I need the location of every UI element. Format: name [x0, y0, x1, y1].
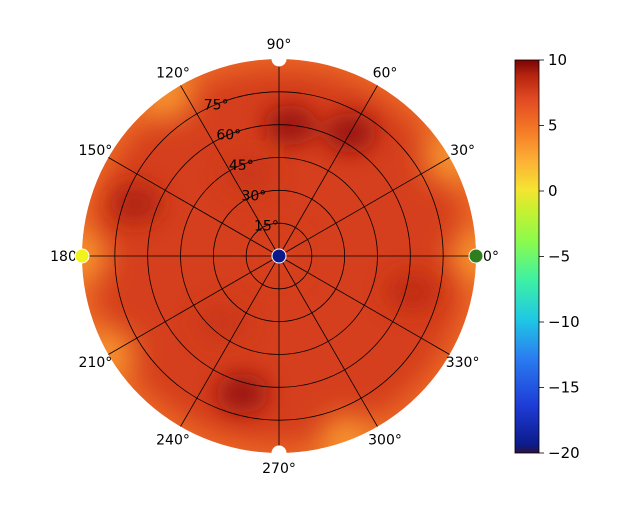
- marker-point: [271, 248, 287, 264]
- colorbar-tick-label: 10: [548, 51, 567, 69]
- angle-tick-label: 240°: [156, 433, 190, 449]
- marker-points: [74, 51, 484, 461]
- angle-tick-label: 60°: [373, 65, 398, 81]
- angular-gridline: [180, 85, 280, 257]
- radial-tick-label: 60°: [216, 128, 241, 144]
- colorbar-gradient: [514, 59, 540, 454]
- colorbar-tick-label: −10: [548, 313, 580, 331]
- marker-point: [271, 445, 287, 461]
- angular-gridline: [180, 255, 280, 427]
- polar-grid: [82, 59, 476, 453]
- angular-gridline: [108, 255, 280, 355]
- angle-tick-label: 300°: [368, 433, 402, 449]
- angle-tick-label: 90°: [267, 37, 292, 53]
- heatmap-dark-patch: [216, 373, 269, 414]
- angle-tick-label: 270°: [262, 461, 296, 477]
- angular-gridline: [278, 255, 378, 427]
- heatmap-dark-patch: [223, 153, 276, 194]
- angle-tick-label: 30°: [450, 143, 475, 159]
- colorbar-tick-label: −15: [548, 379, 580, 397]
- radial-tick-label: 75°: [204, 97, 229, 113]
- heatmap-dark-patch: [386, 271, 439, 312]
- radial-tick-label: 45°: [229, 158, 254, 174]
- angle-tick-label: 330°: [446, 355, 480, 371]
- heatmap-edge-patch: [450, 230, 476, 282]
- angle-tick-label: 120°: [156, 65, 190, 81]
- colorbar-tick-label: 5: [548, 117, 558, 135]
- colorbar-tick-label: −20: [548, 444, 580, 462]
- heatmap-edge-patch: [320, 415, 373, 453]
- marker-point: [271, 51, 287, 67]
- angular-gridline: [278, 157, 450, 257]
- angle-tick-label: 150°: [79, 143, 113, 159]
- angle-tick-labels: 0°30°60°90°120°150°180°210°240°270°300°3…: [50, 37, 499, 477]
- colorbar: 10 5 0 −5 −10 −15 −20: [514, 51, 580, 462]
- colorbar-tick-label: 0: [548, 182, 558, 200]
- heatmap-edge-patch: [82, 230, 108, 282]
- heatmap-patch-layer: [109, 105, 439, 414]
- radial-tick-label: 15°: [254, 219, 279, 235]
- angular-gridline: [278, 255, 450, 355]
- angle-tick-label: 0°: [483, 249, 499, 265]
- angular-gridline: [108, 157, 280, 257]
- heatmap-dark-patch: [196, 303, 249, 344]
- angle-tick-label: 210°: [79, 355, 113, 371]
- angular-gridline: [278, 85, 378, 257]
- heatmap-dark-patch: [109, 183, 162, 224]
- marker-point: [74, 248, 90, 264]
- radial-tick-label: 30°: [241, 188, 266, 204]
- colorbar-tick-label: −5: [548, 248, 570, 266]
- marker-point: [468, 248, 484, 264]
- radial-tick-labels: 15° 30° 45° 60° 75°: [204, 97, 279, 234]
